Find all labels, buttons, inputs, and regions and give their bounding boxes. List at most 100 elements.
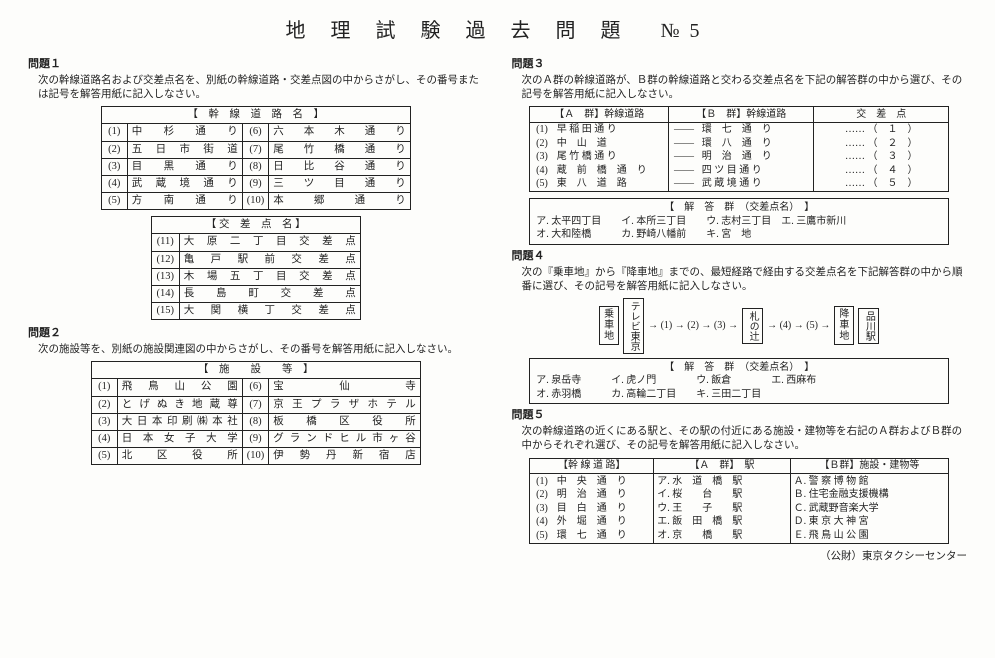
q2-table: 【 施 設 等 】 (1)飛 鳥 山 公 園(6)宝 仙 寺 (2)とげぬき地蔵… [91,361,421,465]
cell: 車 [839,320,849,331]
cell: (3) [533,150,551,164]
cell: (6) [242,379,269,396]
cell: (1) [91,379,117,396]
cell: …… [845,151,865,162]
q4-mid-place: 札の辻 [742,308,763,344]
q1-road-header: 【 幹 線 道 路 名 】 [101,107,410,124]
cell: (9) [242,175,269,192]
cell: 降 [839,309,849,320]
cell: 六 本 木 通 り [269,124,410,141]
cell: (1) [533,123,551,137]
cell: (10) [242,193,269,210]
q3-hb: 【Ｂ 群】幹線道路 [669,107,814,123]
cell: 地 [839,331,849,342]
cell: （ ３ ） [868,151,918,162]
cell: (6) [242,124,269,141]
cell: (3) [533,502,551,516]
cell: (1) [101,124,127,141]
q4-mid1: → (1) → (2) → (3) → [648,319,738,333]
table-row: (1) 中 杉 通 り (6) 六 本 木 通 り [101,124,410,141]
q3-ans2: オ. 大和陸橋 カ. 野崎八幡前 キ. 宮 地 [536,228,942,242]
q2-head: 問題２ [28,326,484,341]
q1-text: 次の幹線道路名および交差点名を、別紙の幹線道路・交差点図の中からさがし、その番号… [38,74,484,102]
q5-table: 【幹 線 道 路】 【Ａ 群】 駅 【Ｂ群】施設・建物等 (1) (2) (3)… [529,458,949,544]
cell: 早 稲 田 通 り [557,123,666,137]
cell: ―― [672,137,696,151]
cell: 明 治 通 り [557,488,651,502]
cell: 環 七 通 り [557,529,651,543]
cell: 京王プラザホテル [269,396,420,413]
cell: 大 関 横 丁 交 差 点 [179,303,360,320]
cell: Ｄ. 東 京 大 神 宮 [794,515,946,529]
cell: …… [845,178,865,189]
q4-end-place: 品川駅 [858,308,879,344]
q3-ha: 【Ａ 群】幹線道路 [530,107,669,123]
cell: (4) [533,515,551,529]
cell: Ｅ. 飛 鳥 山 公 園 [794,529,946,543]
q4-route: 乗 車 地 テレビ東京 → (1) → (2) → (3) → 札の辻 → (4… [512,298,968,354]
cell: 地 [604,331,614,342]
cell: (3) [101,158,127,175]
cell: (13) [151,268,179,285]
q3-text: 次のＡ群の幹線道路が、Ｂ群の幹線道路と交わる交差点名を下記の解答群の中から選び、… [522,74,968,102]
q3-hx: 交 差 点 [814,107,949,123]
cell: …… [845,165,865,176]
cell: イ. 桜 台 駅 [657,488,786,502]
cell: 伊 勢 丹 新 宿 店 [269,448,420,465]
cell: 日 比 谷 通 り [269,158,410,175]
q4-start-label: 乗 車 地 [599,306,619,345]
cell: 明 治 通 り [702,150,811,164]
q4-end-label: 降 車 地 [834,306,854,345]
cell: (5) [101,193,127,210]
q4-ans2: オ. 赤羽橋 カ. 高輪二丁目 キ. 三田二丁目 [536,388,942,402]
cell: 武 蔵 境 通 り [127,175,242,192]
cell: 日 本 女 子 大 学 [117,430,242,447]
cell: (4) [101,175,127,192]
q4-ans-head: 【 解 答 群 （交差点名） 】 [536,361,942,375]
cell: 武 蔵 境 通 り [702,177,811,191]
cell: とげぬき地蔵尊 [117,396,242,413]
q1-xpoint-table: 【 交 差 点 名 】 (11)大 原 二 丁 目 交 差 点 (12)亀 戸 … [151,216,361,320]
cell: 東 八 道 路 [557,177,666,191]
cell: 目 黒 通 り [127,158,242,175]
cell: (10) [242,448,269,465]
cell: 北 区 役 所 [117,448,242,465]
q3-ans-head: 【 解 答 群 （交差点名） 】 [536,201,942,215]
q5-ha: 【Ａ 群】 駅 [654,458,790,474]
cell: (3) [91,413,117,430]
cell: (1) [533,475,551,489]
cell: …… [845,138,865,149]
q4-text: 次の『乗車地』から『降車地』までの、最短経路で経由する交差点名を下記解答群の中か… [522,266,968,294]
cell: 乗 [604,309,614,320]
cell: 三 ツ 目 通 り [269,175,410,192]
q5-hr: 【幹 線 道 路】 [530,458,654,474]
cell: 亀 戸 駅 前 交 差 点 [179,251,360,268]
cell: 大日本印刷㈱本社 [117,413,242,430]
q1-x-header: 【 交 差 点 名 】 [151,217,360,234]
cell: 宝 仙 寺 [269,379,420,396]
cell: オ. 京 橋 駅 [657,529,786,543]
cell: 蔵 前 橋 通 り [557,164,666,178]
left-col: 問題１ 次の幹線道路名および交差点名を、別紙の幹線道路・交差点図の中からさがし、… [28,53,484,564]
q1-road-table: 【 幹 線 道 路 名 】 (1) 中 杉 通 り (6) 六 本 木 通 り … [101,106,411,210]
cell: 中 杉 通 り [127,124,242,141]
q3-ans1: ア. 太平四丁目 イ. 本所三丁目 ウ. 志村三丁目 エ. 三鷹市新川 [536,215,942,229]
cell: (7) [242,396,269,413]
cell: …… [845,124,865,135]
cell: (15) [151,303,179,320]
q1-head: 問題１ [28,57,484,72]
q4-head: 問題４ [512,249,968,264]
cell: 外 堀 通 り [557,515,651,529]
cell: 本 郷 通 り [269,193,410,210]
cell: 中 央 通 り [557,475,651,489]
cell: 長 島 町 交 差 点 [179,285,360,302]
cell: (8) [242,158,269,175]
q3-head: 問題３ [512,57,968,72]
cell: Ａ. 警 察 博 物 館 [794,475,946,489]
cell: (12) [151,251,179,268]
q3-answer-box: 【 解 答 群 （交差点名） 】 ア. 太平四丁目 イ. 本所三丁目 ウ. 志村… [529,198,949,245]
q4-start-place: テレビ東京 [623,298,644,354]
q5-head: 問題５ [512,408,968,423]
cell: 五 日 市 街 道 [127,141,242,158]
cell: 目 白 通 り [557,502,651,516]
